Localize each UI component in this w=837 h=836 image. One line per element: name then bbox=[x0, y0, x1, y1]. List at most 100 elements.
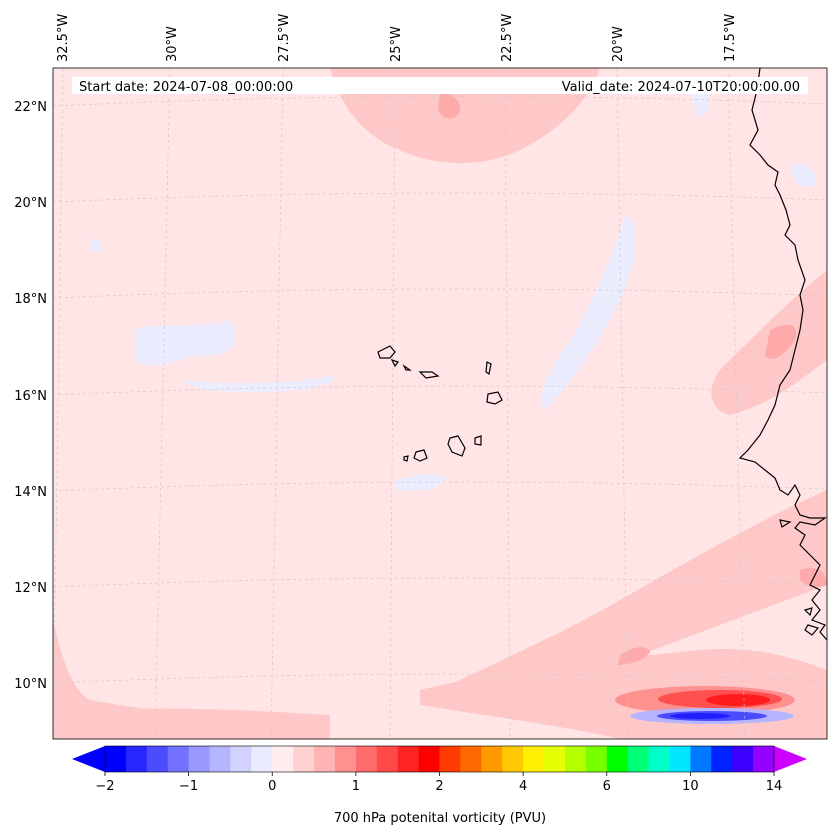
island-santo-antao bbox=[377, 345, 396, 359]
colorbar-tick-label: −2 bbox=[95, 779, 114, 794]
colorbar-cell bbox=[230, 746, 252, 772]
pv-red-max-core bbox=[706, 694, 770, 706]
island-sal bbox=[485, 361, 492, 375]
island-brava bbox=[403, 455, 409, 462]
pv-medium-red-mid bbox=[618, 647, 650, 665]
header-background bbox=[72, 77, 808, 94]
colorbar-cell bbox=[355, 746, 378, 772]
colorbar-cell bbox=[167, 746, 190, 772]
colorbar-tick-label: 6 bbox=[603, 779, 611, 794]
colorbar-cell bbox=[606, 746, 629, 772]
pv-light-blue-mid bbox=[541, 215, 636, 410]
colorbar-cell bbox=[188, 746, 211, 772]
colorbar-cell bbox=[627, 746, 650, 772]
parallel-line bbox=[52, 481, 828, 492]
valid-date-label: Valid_date: 2024-07-10T20:00:00.00 bbox=[562, 80, 800, 95]
pv-light-red-sw bbox=[53, 620, 180, 735]
coastlines bbox=[738, 67, 828, 641]
island-sao-nicolau bbox=[418, 371, 440, 379]
lat-label: 20°N bbox=[14, 196, 47, 211]
lon-label: 32.5°W bbox=[56, 14, 71, 62]
parallel-line bbox=[52, 288, 828, 299]
colorbar-ticks: −2 −1 0 1 2 4 6 10 14 bbox=[95, 772, 782, 794]
colorbar-extend-low bbox=[72, 746, 105, 772]
pv-blue-min-center bbox=[670, 713, 730, 719]
parallel-line bbox=[52, 385, 828, 396]
pv-light-red-band-se bbox=[440, 490, 827, 694]
lon-label: 22.5°W bbox=[500, 14, 515, 62]
pv-background-field bbox=[53, 68, 827, 739]
lat-label: 18°N bbox=[14, 292, 47, 307]
pv-light-blue-west bbox=[135, 320, 236, 365]
meridian-line bbox=[270, 67, 284, 740]
colorbar-cell bbox=[376, 746, 399, 772]
colorbar-cell bbox=[544, 746, 566, 772]
colorbar-cell bbox=[272, 746, 294, 772]
parallel-line bbox=[52, 577, 828, 588]
pv-medium-red-coast bbox=[765, 324, 797, 360]
latitude-labels: 22°N 20°N 18°N 16°N 14°N 12°N 10°N bbox=[14, 100, 47, 692]
lon-label: 30°W bbox=[165, 26, 180, 62]
lat-label: 10°N bbox=[14, 677, 47, 692]
island-sao-vicente bbox=[390, 358, 399, 368]
colorbar-cell bbox=[523, 746, 545, 772]
meridian-line bbox=[616, 67, 629, 740]
colorbar-extend-high bbox=[774, 746, 807, 772]
meridian-line bbox=[154, 67, 171, 740]
graticule bbox=[52, 67, 828, 740]
colorbar: −2 −1 0 1 2 4 6 10 14 700 hPa potenital vorticit… bbox=[72, 745, 807, 826]
colorbar-cells bbox=[105, 746, 775, 772]
island-maio bbox=[474, 435, 482, 446]
colorbar-tick-label: −1 bbox=[179, 779, 198, 794]
colorbar-cell bbox=[105, 746, 127, 772]
colorbar-cell bbox=[481, 746, 503, 772]
colorbar-cell bbox=[753, 746, 775, 772]
meridian-line bbox=[389, 67, 396, 740]
colorbar-cell bbox=[669, 746, 691, 772]
colorbar-tick-label: 4 bbox=[519, 779, 527, 794]
lat-label: 16°N bbox=[14, 389, 47, 404]
meridian-line bbox=[727, 67, 746, 740]
colorbar-cell bbox=[293, 746, 315, 772]
lon-label: 20°W bbox=[611, 26, 626, 62]
colorbar-cell bbox=[648, 746, 670, 772]
header-bar: Start date: 2024-07-08_00:00:00 Valid_da… bbox=[72, 77, 808, 95]
colorbar-cell bbox=[460, 746, 482, 772]
lon-label: 17.5°W bbox=[723, 14, 738, 62]
pv-light-blue-west2 bbox=[180, 375, 335, 392]
parallel-line bbox=[52, 673, 828, 684]
colorbar-tick-label: 0 bbox=[268, 779, 276, 794]
cape-verde-islands bbox=[377, 345, 503, 462]
lat-label: 12°N bbox=[14, 581, 47, 596]
colorbar-tick-label: 1 bbox=[352, 779, 360, 794]
colorbar-label: 700 hPa potenital vorticity (PVU) bbox=[334, 811, 546, 826]
meridian-line bbox=[52, 67, 64, 740]
lon-label: 25°W bbox=[389, 26, 404, 62]
map-frame bbox=[52, 67, 828, 740]
lon-label: 27.5°W bbox=[277, 14, 292, 62]
colorbar-cell bbox=[251, 746, 273, 772]
lat-label: 22°N bbox=[14, 100, 47, 115]
longitude-labels: 32.5°W 30°W 27.5°W 25°W 22.5°W 20°W 17.5… bbox=[56, 14, 738, 62]
colorbar-cell bbox=[564, 746, 587, 772]
pv-light-blue-north bbox=[89, 239, 102, 253]
parallel-line bbox=[52, 192, 828, 203]
meridian-line bbox=[504, 67, 511, 740]
pv-light-red-bottom-strip bbox=[53, 708, 330, 739]
colorbar-cell bbox=[146, 746, 169, 772]
colorbar-cell bbox=[334, 746, 357, 772]
parallel-line bbox=[52, 96, 828, 107]
colorbar-tick-label: 14 bbox=[766, 779, 783, 794]
island-boa-vista bbox=[486, 391, 503, 405]
coast-island bbox=[804, 624, 820, 636]
colorbar-cell bbox=[585, 746, 608, 772]
colorbar-cell bbox=[125, 746, 148, 772]
colorbar-cell bbox=[732, 746, 754, 772]
colorbar-cell bbox=[397, 746, 420, 772]
island-santiago bbox=[447, 435, 466, 457]
colorbar-cell bbox=[209, 746, 231, 772]
colorbar-cell bbox=[690, 746, 712, 772]
start-date-label: Start date: 2024-07-08_00:00:00 bbox=[79, 80, 293, 95]
map-panel bbox=[53, 68, 827, 739]
